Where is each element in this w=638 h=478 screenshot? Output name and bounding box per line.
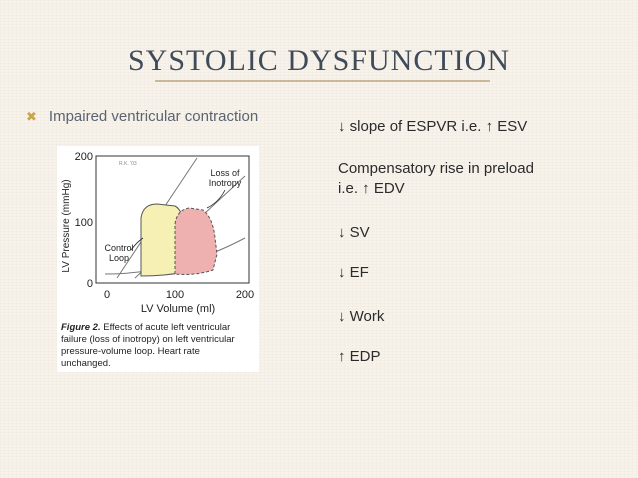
x-bullet-icon: ✖ <box>26 108 37 124</box>
sv-item: ↓ SV <box>338 224 370 241</box>
caption-line-2: failure (loss of inotropy) on left ventr… <box>61 334 235 345</box>
small-mark: R.K. '03 <box>119 161 137 167</box>
title-underline <box>155 80 490 82</box>
preload-item-line-1: Compensatory rise in preload <box>338 160 534 177</box>
plot-frame <box>95 155 250 284</box>
y-axis-label: LV Pressure (mmHg) <box>61 179 72 272</box>
y-tick-100: 100 <box>75 217 93 229</box>
bullet-text: Impaired ventricular contraction <box>48 108 259 125</box>
pv-loop-diagram: LV Pressure (mmHg) 200 100 0 0 100 200 L… <box>61 151 254 369</box>
caption-bold: Figure 2. <box>61 322 101 333</box>
bullet-item: ✖ Impaired ventricular contraction <box>26 108 258 125</box>
pv-loop-figure: LV Pressure (mmHg) 200 100 0 0 100 200 L… <box>57 146 259 372</box>
label-loop: Loop <box>109 253 129 263</box>
label-inotropy: Inotropy <box>209 178 242 188</box>
x-axis-label: LV Volume (ml) <box>141 303 215 315</box>
x-tick-200: 200 <box>236 289 254 301</box>
loss-of-inotropy-loop <box>174 207 218 275</box>
x-tick-0: 0 <box>104 289 110 301</box>
caption-line-1: Effects of acute left ventricular <box>101 322 231 333</box>
figure-caption-line-1: Figure 2. Effects of acute left ventricu… <box>61 322 230 333</box>
y-tick-0: 0 <box>87 278 93 290</box>
caption-line-3: pressure-volume loop. Heart rate <box>61 346 200 357</box>
x-tick-100: 100 <box>166 289 184 301</box>
caption-line-4: unchanged. <box>61 358 111 369</box>
label-loss: Loss of <box>210 168 240 178</box>
preload-item-line-2: i.e. ↑ EDV <box>338 180 405 197</box>
espvr-item: ↓ slope of ESPVR i.e. ↑ ESV <box>338 118 528 135</box>
loss-arrow <box>206 189 226 209</box>
work-item: ↓ Work <box>338 308 385 325</box>
label-control: Control <box>104 243 133 253</box>
ef-item: ↓ EF <box>338 264 369 281</box>
edp-item: ↑ EDP <box>338 348 381 365</box>
y-tick-200: 200 <box>75 151 93 163</box>
control-arrow <box>130 237 144 251</box>
slide-title: SYSTOLIC DYSFUNCTION <box>128 44 510 77</box>
